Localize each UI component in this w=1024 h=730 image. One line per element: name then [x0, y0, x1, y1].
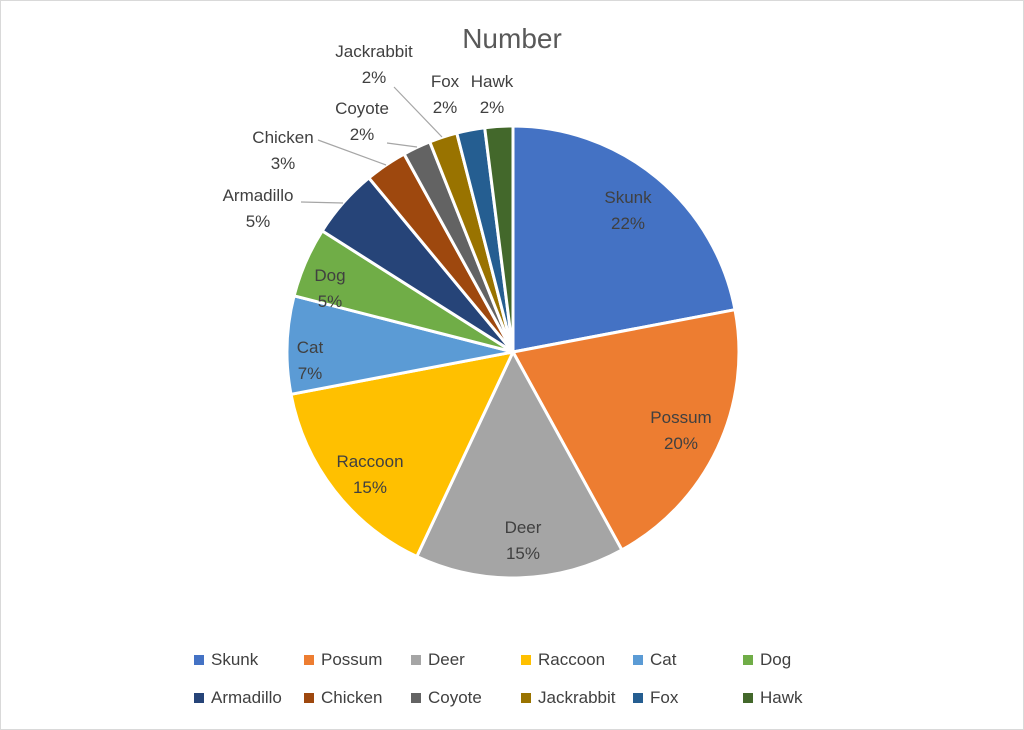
legend-item-deer[interactable]: Deer	[411, 650, 465, 670]
legend-item-possum[interactable]: Possum	[304, 650, 382, 670]
legend-item-jackrabbit[interactable]: Jackrabbit	[521, 688, 615, 708]
legend-swatch-chicken	[304, 693, 314, 703]
leader-line-chicken	[317, 139, 387, 166]
legend-swatch-possum	[304, 655, 314, 665]
legend-label: Raccoon	[538, 650, 606, 669]
legend-item-fox[interactable]: Fox	[633, 688, 678, 708]
pie-slice-deer[interactable]	[415, 350, 624, 580]
legend-label: Coyote	[428, 688, 482, 707]
legend-item-cat[interactable]: Cat	[633, 650, 676, 670]
legend-label: Armadillo	[211, 688, 282, 707]
legend-swatch-armadillo	[194, 693, 204, 703]
legend-swatch-skunk	[194, 655, 204, 665]
legend-label: Hawk	[760, 688, 803, 707]
legend-item-chicken[interactable]: Chicken	[304, 688, 382, 708]
pie-slice-skunk[interactable]	[511, 124, 737, 354]
legend-swatch-raccoon	[521, 655, 531, 665]
legend-swatch-hawk	[743, 693, 753, 703]
legend-item-coyote[interactable]: Coyote	[411, 688, 482, 708]
legend-item-hawk[interactable]: Hawk	[743, 688, 803, 708]
legend-swatch-coyote	[411, 693, 421, 703]
legend-item-armadillo[interactable]: Armadillo	[194, 688, 282, 708]
legend-swatch-fox	[633, 693, 643, 703]
legend-label: Deer	[428, 650, 465, 669]
legend-label: Jackrabbit	[538, 688, 616, 707]
legend-label: Chicken	[321, 688, 383, 707]
legend-label: Possum	[321, 650, 383, 669]
legend-label: Dog	[760, 650, 792, 669]
leader-line-jackrabbit	[393, 86, 443, 138]
leader-line-coyote	[386, 142, 418, 148]
pie-slice-hawk[interactable]	[483, 124, 515, 354]
pie-slice-raccoon[interactable]	[289, 350, 515, 558]
legend-swatch-cat	[633, 655, 643, 665]
legend-item-skunk[interactable]: Skunk	[194, 650, 258, 670]
legend-item-raccoon[interactable]: Raccoon	[521, 650, 605, 670]
pie-slice-possum[interactable]	[511, 308, 741, 552]
legend-label: Fox	[650, 688, 679, 707]
leader-line-armadillo	[300, 201, 344, 204]
legend-label: Skunk	[211, 650, 259, 669]
legend-item-dog[interactable]: Dog	[743, 650, 791, 670]
chart-title: Number	[462, 23, 562, 54]
legend-label: Cat	[650, 650, 677, 669]
legend-swatch-dog	[743, 655, 753, 665]
legend-swatch-deer	[411, 655, 421, 665]
legend-swatch-jackrabbit	[521, 693, 531, 703]
